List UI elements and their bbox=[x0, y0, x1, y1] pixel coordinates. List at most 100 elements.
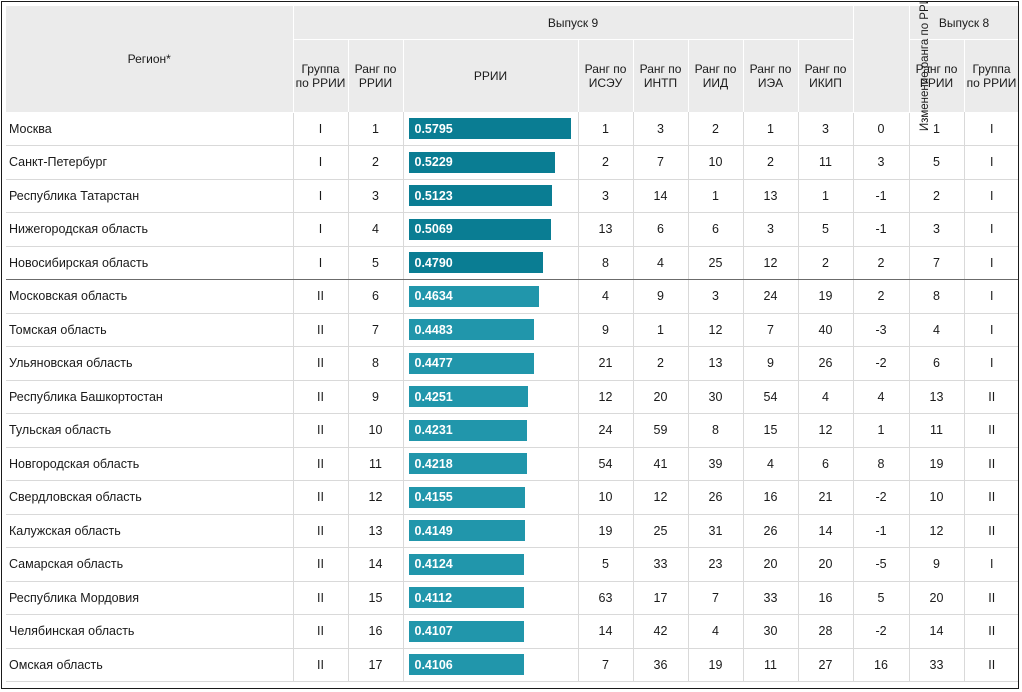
region-cell: Тульская область bbox=[6, 413, 293, 448]
rank-rrii-8-cell: 6 bbox=[908, 346, 964, 381]
group-cell: I bbox=[292, 145, 348, 180]
group-cell: II bbox=[292, 480, 348, 515]
rank-ikip-cell: 1 bbox=[797, 179, 853, 213]
rank-intp-cell: 59 bbox=[632, 413, 688, 448]
group-cell: I bbox=[292, 246, 348, 280]
rank-rrii-8-cell: 13 bbox=[908, 380, 964, 414]
rank-cell: 10 bbox=[347, 413, 403, 448]
rrii-cell: 0.4790 bbox=[402, 246, 578, 280]
rank-iseu-cell: 10 bbox=[577, 480, 633, 515]
table-row: Московская область II 6 0.4634 4 9 3 24 19 2 8 I bbox=[6, 279, 1018, 314]
header-rank-rrii-8: Ранг по РРИИ bbox=[908, 39, 965, 112]
header-release-9: Выпуск 9 bbox=[292, 6, 854, 40]
rank-iid-cell: 8 bbox=[687, 413, 743, 448]
rank-iea-cell: 16 bbox=[742, 480, 798, 515]
rank-ikip-cell: 3 bbox=[797, 112, 853, 146]
rank-iid-cell: 39 bbox=[687, 447, 743, 481]
rank-iid-cell: 10 bbox=[687, 145, 743, 180]
rank-intp-cell: 4 bbox=[632, 246, 688, 280]
rank-iseu-cell: 9 bbox=[577, 313, 633, 347]
rank-iea-cell: 54 bbox=[742, 380, 798, 414]
rank-iseu-cell: 12 bbox=[577, 380, 633, 414]
header-rrii: РРИИ bbox=[402, 39, 579, 112]
rank-iea-cell: 20 bbox=[742, 547, 798, 582]
rrii-cell: 0.4124 bbox=[402, 547, 578, 582]
group-rrii-8-cell: I bbox=[963, 313, 1018, 347]
rank-change-cell: 3 bbox=[852, 145, 909, 180]
rrii-cell: 0.5069 bbox=[402, 212, 578, 247]
rank-intp-cell: 25 bbox=[632, 514, 688, 548]
region-cell: Санкт-Петербург bbox=[6, 145, 293, 180]
table-row: Москва I 1 0.5795 1 3 2 1 3 0 1 I bbox=[6, 112, 1018, 146]
rank-intp-cell: 7 bbox=[632, 145, 688, 180]
table-row: Нижегородская область I 4 0.5069 13 6 6 3 5 -1 3 I bbox=[6, 212, 1018, 247]
group-rrii-8-cell: II bbox=[963, 614, 1018, 649]
group-rrii-8-cell: I bbox=[963, 279, 1018, 314]
header-rank-iea: Ранг по ИЭА bbox=[742, 39, 799, 112]
rank-ikip-cell: 5 bbox=[797, 212, 853, 247]
rank-rrii-8-cell: 3 bbox=[908, 212, 964, 247]
rrii-cell: 0.4107 bbox=[402, 614, 578, 649]
rank-iea-cell: 30 bbox=[742, 614, 798, 649]
rank-change-cell: -3 bbox=[852, 313, 909, 347]
rank-cell: 6 bbox=[347, 279, 403, 314]
group-cell: II bbox=[292, 514, 348, 548]
rrii-bar: 0.5229 bbox=[408, 151, 555, 173]
rank-cell: 11 bbox=[347, 447, 403, 481]
rank-iea-cell: 13 bbox=[742, 179, 798, 213]
rank-ikip-cell: 19 bbox=[797, 279, 853, 314]
group-cell: II bbox=[292, 614, 348, 649]
group-cell: II bbox=[292, 547, 348, 582]
rank-iseu-cell: 1 bbox=[577, 112, 633, 146]
region-cell: Томская область bbox=[6, 313, 293, 347]
table-row: Самарская область II 14 0.4124 5 33 23 20 20 -5 9 I bbox=[6, 547, 1018, 582]
group-rrii-8-cell: I bbox=[963, 346, 1018, 381]
region-cell: Самарская область bbox=[6, 547, 293, 582]
rank-change-cell: 16 bbox=[852, 648, 909, 682]
rrii-bar: 0.4218 bbox=[408, 453, 527, 475]
header-release-8: Выпуск 8 bbox=[908, 6, 1018, 40]
group-rrii-8-cell: I bbox=[963, 112, 1018, 146]
group-rrii-8-cell: II bbox=[963, 514, 1018, 548]
rank-iseu-cell: 8 bbox=[577, 246, 633, 280]
group-cell: II bbox=[292, 413, 348, 448]
rank-iea-cell: 24 bbox=[742, 279, 798, 314]
rank-iea-cell: 9 bbox=[742, 346, 798, 381]
group-cell: II bbox=[292, 346, 348, 381]
rank-iseu-cell: 13 bbox=[577, 212, 633, 247]
rank-rrii-8-cell: 2 bbox=[908, 179, 964, 213]
rank-intp-cell: 20 bbox=[632, 380, 688, 414]
rank-iseu-cell: 63 bbox=[577, 581, 633, 615]
rank-iea-cell: 11 bbox=[742, 648, 798, 682]
rank-intp-cell: 3 bbox=[632, 112, 688, 146]
rank-cell: 15 bbox=[347, 581, 403, 615]
region-cell: Свердловская область bbox=[6, 480, 293, 515]
rank-ikip-cell: 4 bbox=[797, 380, 853, 414]
group-rrii-8-cell: II bbox=[963, 581, 1018, 615]
rank-ikip-cell: 6 bbox=[797, 447, 853, 481]
rank-cell: 7 bbox=[347, 313, 403, 347]
rank-change-cell: 4 bbox=[852, 380, 909, 414]
rank-rrii-8-cell: 8 bbox=[908, 279, 964, 314]
rrii-cell: 0.4231 bbox=[402, 413, 578, 448]
rrii-cell: 0.4155 bbox=[402, 480, 578, 515]
table-body: Москва I 1 0.5795 1 3 2 1 3 0 1 I Санкт-Петербург I 2 0… bbox=[6, 112, 1018, 682]
rank-iid-cell: 30 bbox=[687, 380, 743, 414]
rank-iseu-cell: 2 bbox=[577, 145, 633, 180]
rank-intp-cell: 33 bbox=[632, 547, 688, 582]
rrii-bar: 0.4483 bbox=[408, 319, 534, 341]
rank-cell: 5 bbox=[347, 246, 403, 280]
rank-iid-cell: 23 bbox=[687, 547, 743, 582]
rank-change-cell: 2 bbox=[852, 246, 909, 280]
table-row: Ульяновская область II 8 0.4477 21 2 13 9 26 -2 6 I bbox=[6, 346, 1018, 381]
rank-iseu-cell: 19 bbox=[577, 514, 633, 548]
rank-cell: 9 bbox=[347, 380, 403, 414]
rrii-bar: 0.4124 bbox=[408, 553, 524, 575]
group-rrii-8-cell: I bbox=[963, 547, 1018, 582]
table-row: Республика Татарстан I 3 0.5123 3 14 1 13 1 -1 2 I bbox=[6, 179, 1018, 213]
group-rrii-8-cell: II bbox=[963, 447, 1018, 481]
header-rank-change: Изменение ранга по РРИИ bbox=[852, 2, 931, 131]
rrii-cell: 0.4149 bbox=[402, 514, 578, 548]
group-rrii-8-cell: I bbox=[963, 246, 1018, 280]
header-rank-change-label: Изменение ранга по РРИИ bbox=[918, 1, 931, 132]
